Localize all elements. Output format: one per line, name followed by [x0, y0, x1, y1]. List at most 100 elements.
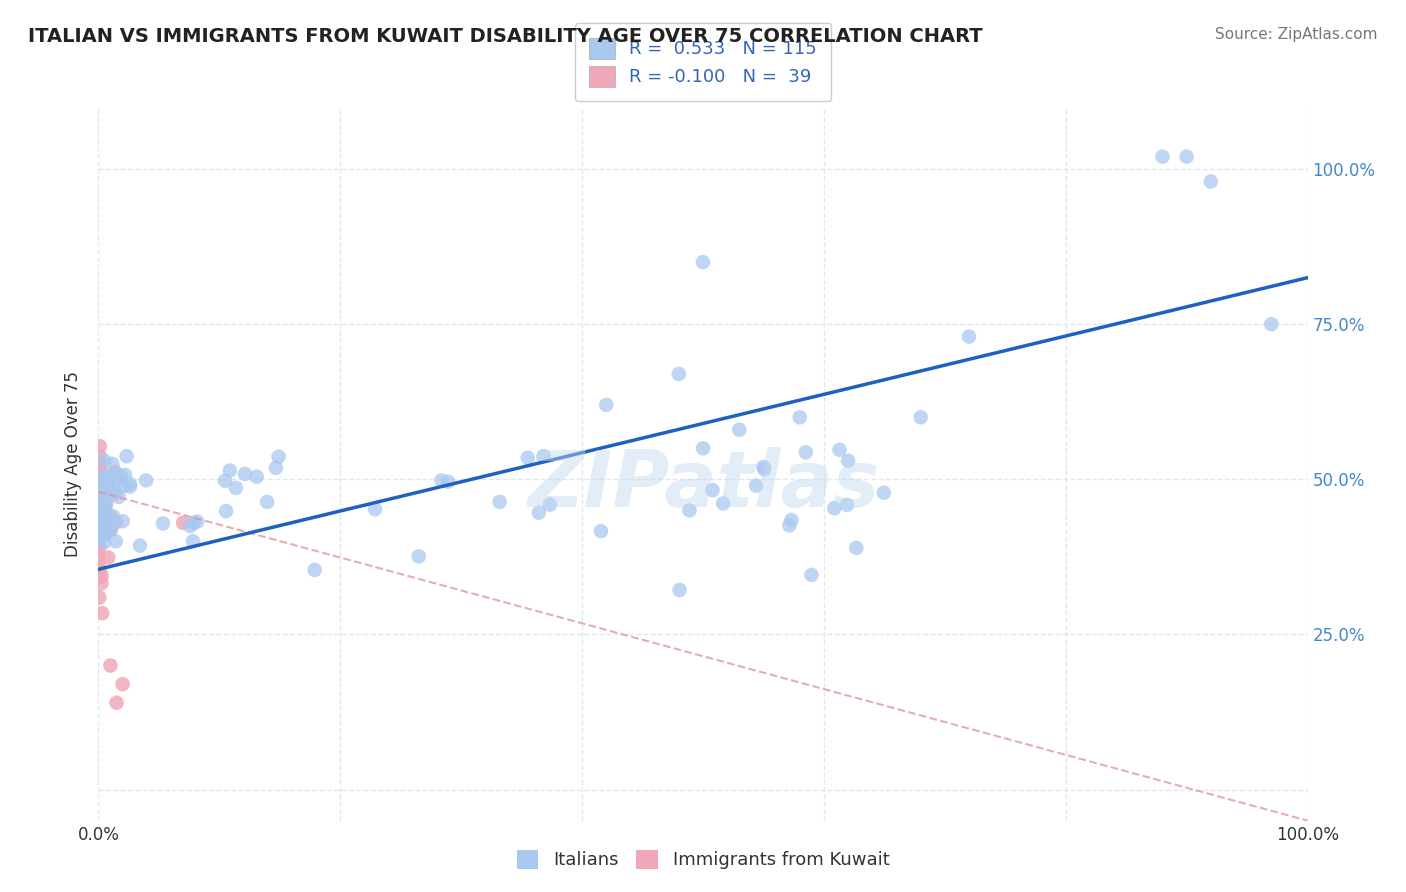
Point — [89, 449, 111, 463]
Point — [215, 504, 238, 518]
Point — [111, 514, 134, 528]
Point — [589, 524, 612, 538]
Point — [101, 457, 124, 471]
Point — [110, 469, 132, 483]
Point — [90, 569, 112, 583]
Point — [90, 523, 112, 537]
Point — [101, 487, 124, 501]
Text: ITALIAN VS IMMIGRANTS FROM KUWAIT DISABILITY AGE OVER 75 CORRELATION CHART: ITALIAN VS IMMIGRANTS FROM KUWAIT DISABI… — [28, 27, 983, 45]
Point — [430, 474, 453, 488]
Point — [89, 460, 111, 475]
Point — [94, 500, 117, 514]
Point — [89, 470, 111, 484]
Point — [873, 485, 896, 500]
Point — [595, 398, 617, 412]
Legend: Italians, Immigrants from Kuwait: Italians, Immigrants from Kuwait — [508, 841, 898, 879]
Point — [105, 696, 128, 710]
Point — [181, 534, 204, 549]
Point — [87, 496, 110, 510]
Point — [100, 658, 122, 673]
Point — [823, 501, 845, 516]
Point — [108, 473, 131, 487]
Point — [87, 549, 110, 564]
Point — [668, 367, 690, 381]
Point — [90, 476, 112, 491]
Point — [678, 503, 700, 517]
Point — [828, 442, 851, 457]
Point — [90, 498, 112, 512]
Point — [93, 453, 115, 467]
Point — [105, 515, 128, 529]
Point — [728, 423, 751, 437]
Point — [87, 541, 110, 556]
Point — [702, 483, 724, 497]
Point — [94, 474, 117, 488]
Point — [89, 591, 111, 605]
Point — [111, 677, 134, 691]
Point — [183, 516, 205, 530]
Point — [98, 480, 121, 494]
Point — [256, 495, 278, 509]
Point — [89, 491, 111, 505]
Point — [1175, 150, 1198, 164]
Point — [225, 481, 247, 495]
Point — [516, 450, 538, 465]
Point — [752, 459, 775, 474]
Point — [527, 506, 550, 520]
Point — [91, 500, 114, 515]
Point — [103, 467, 125, 482]
Point — [104, 534, 127, 549]
Point — [100, 523, 122, 537]
Point — [93, 512, 115, 526]
Point — [837, 454, 859, 468]
Point — [96, 511, 118, 525]
Point — [87, 558, 110, 573]
Y-axis label: Disability Age Over 75: Disability Age Over 75 — [65, 371, 83, 557]
Point — [1199, 174, 1222, 188]
Point — [89, 488, 111, 502]
Point — [214, 474, 236, 488]
Point — [94, 504, 117, 518]
Point — [835, 498, 858, 512]
Point — [186, 515, 208, 529]
Point — [910, 410, 932, 425]
Point — [1152, 150, 1174, 164]
Point — [90, 491, 112, 506]
Point — [89, 564, 111, 578]
Point — [364, 502, 387, 516]
Point — [87, 487, 110, 501]
Point — [104, 485, 127, 500]
Point — [668, 582, 690, 597]
Point — [91, 478, 114, 492]
Point — [96, 470, 118, 484]
Point — [100, 510, 122, 524]
Point — [90, 517, 112, 532]
Point — [90, 477, 112, 491]
Legend: R =  0.533   N = 115, R = -0.100   N =  39: R = 0.533 N = 115, R = -0.100 N = 39 — [575, 23, 831, 101]
Point — [267, 450, 290, 464]
Point — [89, 460, 111, 475]
Point — [90, 528, 112, 542]
Text: Source: ZipAtlas.com: Source: ZipAtlas.com — [1215, 27, 1378, 42]
Text: ZIPatlas: ZIPatlas — [527, 447, 879, 524]
Point — [115, 449, 138, 463]
Point — [87, 506, 110, 520]
Point — [98, 523, 121, 537]
Point — [96, 518, 118, 533]
Point — [89, 539, 111, 553]
Point — [91, 497, 114, 511]
Point — [87, 478, 110, 492]
Point — [100, 470, 122, 484]
Point — [1260, 317, 1282, 331]
Point — [91, 482, 114, 496]
Point — [91, 510, 114, 524]
Point — [93, 535, 115, 549]
Point — [538, 498, 561, 512]
Point — [179, 519, 201, 533]
Point — [100, 523, 122, 537]
Point — [104, 485, 127, 500]
Point — [135, 474, 157, 488]
Point — [104, 465, 127, 479]
Point — [794, 445, 817, 459]
Point — [754, 462, 776, 476]
